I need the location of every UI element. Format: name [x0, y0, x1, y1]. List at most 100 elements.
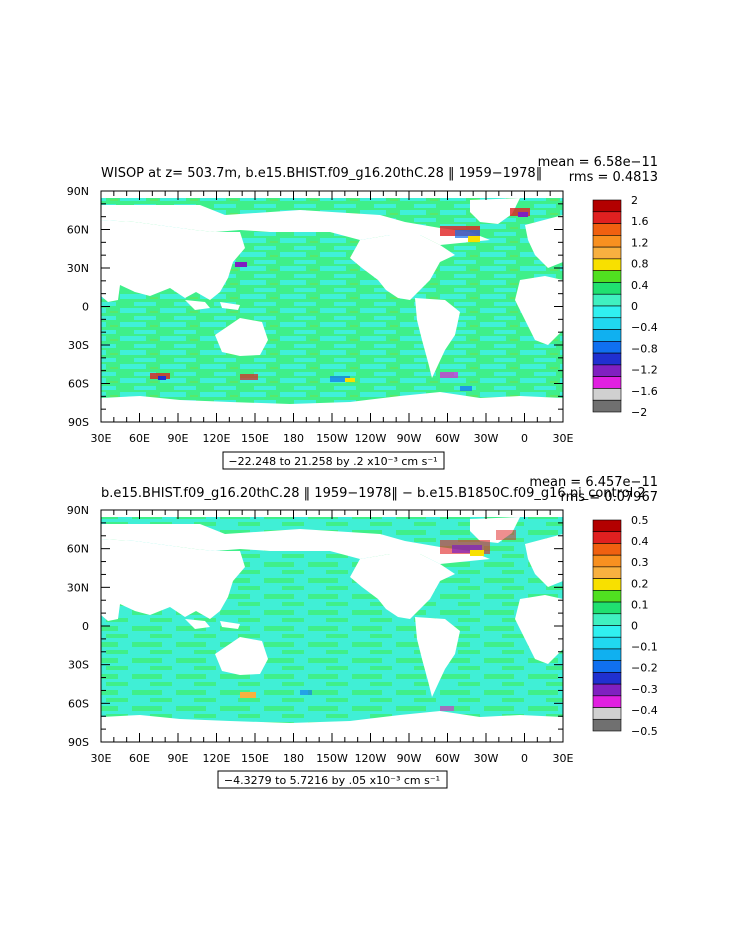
colorbar-box: [592, 399, 622, 413]
panel-2-range-label: −4.3279 to 5.7216 by .05 x10⁻³ cm s⁻¹: [224, 774, 440, 787]
colorbar-box: [592, 235, 622, 248]
colorbar-box: [592, 718, 622, 732]
colorbar-box: [592, 625, 622, 638]
colorbar-box: [592, 601, 622, 615]
colorbar-label: 0.5: [631, 514, 649, 527]
colorbar-box: [592, 329, 622, 342]
y-tick-label: 0: [82, 301, 89, 314]
x-tick-label: 0: [521, 752, 528, 765]
colorbar-box: [592, 270, 622, 283]
panel-1-colorbar: [592, 199, 622, 413]
y-tick-label: 90N: [67, 185, 89, 198]
colorbar-box: [592, 636, 622, 650]
colorbar-label: 0.1: [631, 598, 649, 611]
panel-1-map: [101, 191, 563, 422]
panel-2-anomalies: [240, 530, 516, 711]
panel-1-axis-ticks: [100, 190, 564, 423]
colorbar-box: [592, 543, 622, 556]
colorbar-label: −0.3: [631, 683, 658, 696]
y-tick-label: 90N: [67, 504, 89, 517]
colorbar-label: 0.4: [631, 279, 649, 292]
x-tick-label: 90E: [168, 432, 189, 445]
x-tick-label: 60E: [129, 432, 150, 445]
x-tick-label: 120E: [203, 752, 231, 765]
colorbar-label: 2: [631, 194, 638, 207]
y-tick-label: 30S: [68, 339, 89, 352]
colorbar-label: −1.2: [631, 364, 658, 377]
panel-1-anomalies: [150, 208, 530, 391]
colorbar-label: −0.4: [631, 321, 658, 334]
panel-2-map: [101, 510, 563, 742]
colorbar-box: [592, 388, 622, 401]
panel-1-colorbar-labels: 2 1.6 1.2 0.8 0.4 0 −0.4 −0.8 −1.2 −1.6 −2: [631, 194, 658, 419]
colorbar-box: [592, 376, 622, 389]
y-tick-label: 90S: [68, 736, 89, 749]
y-tick-label: 30N: [67, 262, 89, 275]
colorbar-box: [592, 672, 622, 685]
colorbar-box: [592, 341, 622, 354]
colorbar-box: [592, 554, 622, 568]
y-tick-label: 60N: [67, 543, 89, 556]
x-tick-label: 30E: [91, 752, 112, 765]
colorbar-label: 0: [631, 300, 638, 313]
colorbar-box: [592, 695, 622, 708]
colorbar-box: [592, 364, 622, 377]
panel-1-axis-labels: 30E 60E 90E 120E 150E 180 150W 120W 90W 60W 30W 0 30…: [67, 185, 574, 445]
y-tick-label: 30S: [68, 659, 89, 672]
colorbar-box: [592, 258, 622, 271]
x-tick-label: 30E: [91, 432, 112, 445]
colorbar-label: −0.1: [631, 641, 658, 654]
panel-2-axis-ticks: [100, 509, 564, 743]
colorbar-label: 1.6: [631, 215, 649, 228]
colorbar-box: [592, 648, 622, 661]
y-tick-label: 0: [82, 620, 89, 633]
x-tick-label: 180: [283, 752, 304, 765]
panel-2-mean: mean = 6.457e−11: [529, 475, 658, 490]
x-tick-label: 30E: [553, 752, 574, 765]
colorbar-label: −1.6: [631, 385, 658, 398]
colorbar-label: 0: [631, 620, 638, 633]
colorbar-box: [592, 282, 622, 295]
colorbar-box: [592, 613, 622, 626]
x-tick-label: 0: [521, 432, 528, 445]
x-tick-label: 60W: [435, 432, 460, 445]
panel-1-rms: rms = 0.4813: [569, 170, 658, 185]
y-tick-label: 90S: [68, 416, 89, 429]
colorbar-label: 0.8: [631, 258, 649, 271]
x-tick-label: 180: [283, 432, 304, 445]
colorbar-box: [592, 223, 622, 236]
x-tick-label: 90W: [397, 752, 422, 765]
x-tick-label: 150W: [316, 752, 348, 765]
colorbar-label: −0.2: [631, 662, 658, 675]
colorbar-label: 1.2: [631, 236, 649, 249]
colorbar-label: −2: [631, 406, 647, 419]
colorbar-box: [592, 566, 622, 579]
colorbar-box: [592, 199, 622, 213]
x-tick-label: 120W: [355, 752, 387, 765]
colorbar-box: [592, 578, 622, 591]
panel-1-range-label: −22.248 to 21.258 by .2 x10⁻³ cm s⁻¹: [228, 455, 437, 468]
panel-2-axis-labels: 30E 60E 90E 120E 150E 180 150W 120W 90W 60W 30W 0 30…: [67, 504, 574, 765]
colorbar-box: [592, 590, 622, 603]
colorbar-box: [592, 305, 622, 319]
colorbar-box: [592, 352, 622, 366]
y-tick-label: 60S: [68, 378, 89, 391]
y-tick-label: 60N: [67, 224, 89, 237]
x-tick-label: 150W: [316, 432, 348, 445]
colorbar-box: [592, 317, 622, 330]
x-tick-label: 90W: [397, 432, 422, 445]
panel-2-colorbar: [592, 519, 622, 732]
colorbar-box: [592, 683, 622, 697]
colorbar-box: [592, 660, 622, 673]
panel-2-colorbar-labels: 0.5 0.4 0.3 0.2 0.1 0 −0.1 −0.2 −0.3 −0.4 −0.5: [631, 514, 658, 738]
panel-2-title: b.e15.BHIST.f09_g16.20thC.28 ‖ 1959−1978…: [101, 486, 646, 501]
x-tick-label: 150E: [241, 752, 269, 765]
colorbar-label: −0.4: [631, 704, 658, 717]
x-tick-label: 30E: [553, 432, 574, 445]
x-tick-label: 150E: [241, 432, 269, 445]
x-tick-label: 60W: [435, 752, 460, 765]
panel-1: mean = 6.58e−11 WISOP at z= 503.7m, b.e1…: [67, 155, 658, 470]
colorbar-box: [592, 707, 622, 720]
colorbar-label: −0.8: [631, 342, 658, 355]
